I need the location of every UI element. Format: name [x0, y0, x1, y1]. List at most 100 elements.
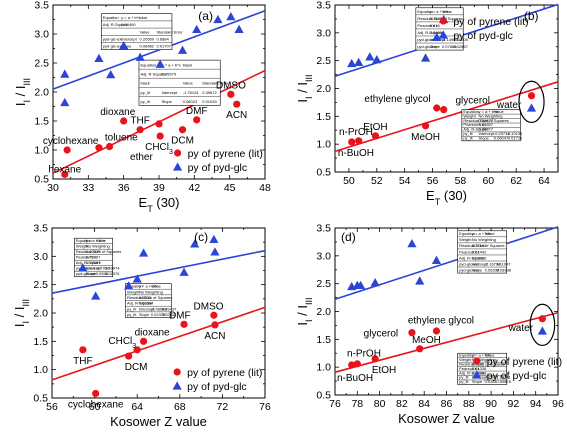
blue-data-point — [138, 248, 149, 257]
series-red — [79, 311, 219, 398]
table-cell: Weight — [459, 357, 472, 362]
table-cell: Slope — [121, 44, 132, 49]
x-tick-label: 52 — [371, 175, 383, 187]
red-data-point — [79, 346, 87, 354]
x-tick-label: 86 — [441, 398, 453, 410]
table-cell: 0.0361 — [485, 379, 498, 384]
table-cell: y = a + b*x — [86, 238, 105, 243]
table-cell: pyd-glc-ext — [76, 266, 96, 271]
y-tick-label: 3.0 — [34, 29, 49, 41]
table-cell: Residual Sum of Squares — [127, 295, 172, 300]
table-cell: -0.46548 — [151, 306, 168, 311]
point-annotation: n-PrOH — [339, 127, 373, 138]
table-cell: No Weighting — [472, 237, 496, 242]
table-cell: Residual Sum of Squares — [76, 249, 121, 254]
red-data-point — [156, 132, 164, 140]
table-cell: Adj. R-Square — [140, 72, 166, 77]
table-cell: 0.58038 — [430, 30, 445, 35]
point-annotation: ACN — [204, 331, 225, 342]
legend: py of pyrene (lit) py of pyd-glc — [173, 148, 263, 174]
red-data-point — [178, 126, 187, 134]
table-cell: 0.06023 — [183, 99, 198, 104]
blue-data-point — [124, 281, 134, 290]
table-cell: pyd-glc-ext — [103, 44, 123, 49]
table-cell: 0.50490 — [121, 22, 136, 27]
y-tick-label: 3.0 — [316, 250, 331, 262]
x-tick-label: 84 — [418, 398, 430, 410]
table-cell: No Weighting — [139, 289, 163, 294]
y-tick-label: 1.5 — [33, 336, 48, 348]
table-cell: 0.6884 — [156, 36, 169, 41]
red-data-point — [133, 346, 141, 354]
red-data-point — [421, 122, 430, 130]
table-cell: No Weighting — [86, 244, 110, 249]
table-cell: Value — [494, 109, 505, 114]
x-tick-label: 88 — [463, 398, 475, 410]
table-cell: 0.03026 — [472, 255, 487, 260]
table-cell: 0.02132 — [162, 312, 177, 317]
table-cell: py_lit — [127, 312, 137, 317]
table-cell: 0.86657 — [479, 122, 494, 127]
series-blue — [347, 238, 547, 335]
red-data-point — [193, 116, 201, 124]
blue-fit-line — [51, 249, 266, 294]
y-tick-label: 2.0 — [33, 308, 48, 320]
red-data-point — [63, 146, 71, 154]
table-cell: Adj. R-Square — [459, 370, 485, 375]
table-cell: Slope — [139, 312, 150, 317]
blue-data-point — [135, 52, 145, 61]
x-tick-label: 76 — [259, 401, 271, 413]
table-cell: -2.16794 — [485, 261, 502, 266]
red-data-point — [433, 104, 441, 112]
table-cell: Pearson's r — [417, 23, 438, 28]
blue-data-point — [60, 97, 70, 107]
blue-data-point — [190, 239, 200, 248]
y-tick-label: 2.5 — [316, 278, 331, 290]
x-tick-label: 50 — [343, 175, 355, 187]
table-cell: Value — [485, 231, 496, 236]
point-annotation: EtOH — [372, 365, 396, 376]
table-cell: Intercept — [479, 131, 495, 136]
point-annotation: DCM — [171, 136, 194, 147]
table-cell: Weight — [459, 237, 472, 242]
blue-data-point — [365, 52, 375, 61]
table-cell: 0.62384 — [139, 301, 154, 306]
point-annotation: MeOH — [412, 335, 441, 346]
blue-legend-marker — [438, 30, 448, 39]
point-annotation: THF — [130, 116, 149, 127]
point-annotation: n-BuOH — [338, 148, 374, 159]
x-tick-label: 58 — [455, 175, 467, 187]
y-axis-label: II / IIII — [295, 74, 314, 102]
y-tick-label: 0.5 — [316, 167, 331, 179]
table-cell: 0.01716 — [508, 136, 523, 141]
table-cell: Value — [183, 81, 194, 86]
blue-data-point — [106, 70, 116, 79]
x-tick-label: 94 — [530, 398, 542, 410]
table-cell: py_lit — [127, 306, 137, 311]
blue-data-point — [407, 238, 417, 248]
table-cell: Value — [151, 284, 162, 289]
table-cell: Standard Error — [202, 81, 229, 86]
table-cell: 0.61442 — [472, 249, 487, 254]
x-axis-label: Kosower Z value — [398, 411, 495, 426]
point-annotation: water — [508, 323, 534, 334]
table-cell: py_lit — [459, 379, 469, 384]
table-cell: Adj. R-Square — [459, 255, 485, 260]
x-tick-label: 33 — [82, 182, 94, 194]
table-cell: pyd-glc-ext — [103, 36, 123, 41]
table-cell: Equation — [459, 352, 475, 357]
y-tick-label: 2.0 — [316, 306, 331, 318]
red-fit-line — [51, 306, 266, 381]
point-annotation: CHCl3 — [145, 142, 173, 156]
table-cell: py_lit — [459, 375, 469, 380]
table-cell: pyd-glc-ext — [76, 271, 96, 276]
blue-data-point — [119, 41, 129, 50]
legend: py of pyrene (lit) py of pyd-glc — [472, 356, 562, 382]
red-data-point — [432, 327, 441, 335]
table-cell: -0.25734 — [494, 131, 511, 136]
y-tick-label: 0.5 — [34, 174, 49, 186]
table-cell: Value — [485, 352, 496, 357]
table-cell: Slope — [472, 379, 483, 384]
